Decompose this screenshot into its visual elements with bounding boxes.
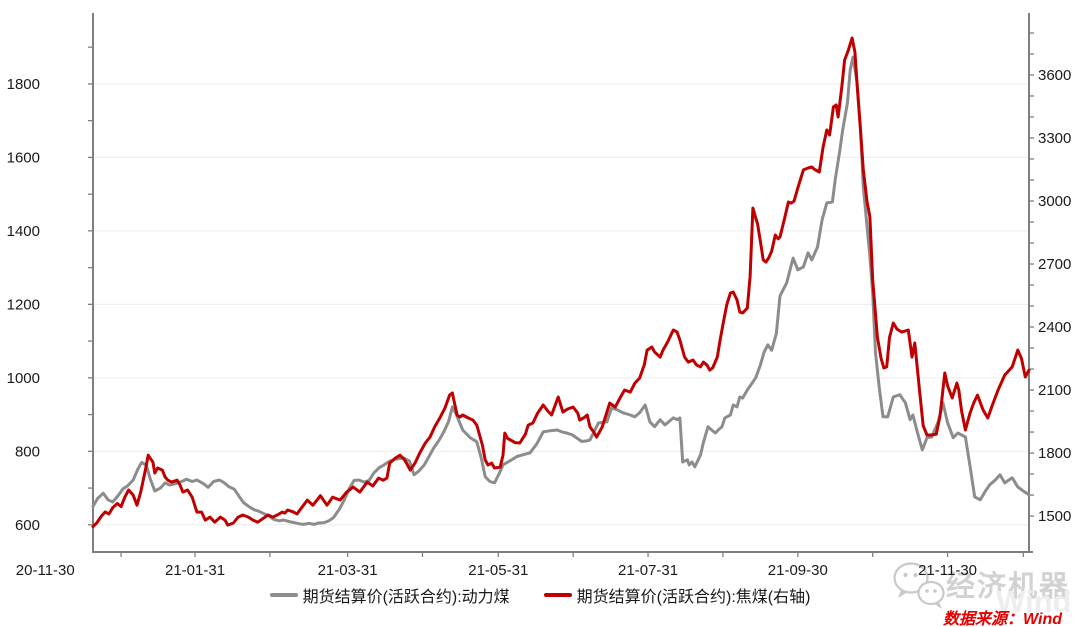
x-axis-label: 21-01-31: [165, 562, 225, 579]
thermal-coal-swatch-icon: [269, 593, 298, 597]
coking-coal-swatch-icon: [543, 593, 572, 597]
left-axis-label: 600: [15, 517, 40, 534]
right-axis-label: 2400: [1038, 319, 1071, 336]
watermark-brand-text: 经济机器: [946, 571, 1071, 603]
x-axis-label: 21-07-31: [618, 562, 678, 579]
x-axis-label: 21-03-31: [318, 562, 378, 579]
right-axis-label: 1500: [1038, 508, 1071, 525]
wechat-icon: [893, 562, 945, 609]
left-axis-label: 1400: [7, 223, 40, 240]
left-axis-label: 800: [15, 443, 40, 460]
right-axis-label: 2100: [1038, 382, 1071, 399]
left-axis-label: 1000: [7, 370, 40, 387]
left-axis-label: 1600: [7, 149, 40, 166]
right-axis-label: 2700: [1038, 256, 1071, 273]
x-axis-label: 20-11-30: [16, 562, 75, 579]
legend-item-coking-coal: 期货结算价(活跃合约):焦煤(右轴): [543, 583, 811, 607]
right-axis-label: 3600: [1038, 67, 1071, 84]
coking-coal-line: [91, 36, 1031, 529]
right-axis-label: 1800: [1038, 445, 1071, 462]
x-axis-label: 21-05-31: [468, 562, 528, 579]
chart-legend: 期货结算价(活跃合约):动力煤 期货结算价(活跃合约):焦煤(右轴): [0, 583, 1080, 607]
left-axis-label: 1200: [7, 296, 40, 313]
watermark-ghost-text: Wind: [996, 584, 1072, 619]
legend-item-thermal-coal: 期货结算价(活跃合约):动力煤: [269, 583, 510, 607]
right-axis-label: 3300: [1038, 130, 1071, 147]
right-axis-label: 3000: [1038, 193, 1071, 210]
x-axis-label: 21-11-30: [918, 562, 977, 579]
left-axis-label: 1800: [7, 76, 40, 93]
thermal-coal-line: [91, 55, 1031, 526]
legend-label: 期货结算价(活跃合约):动力煤: [302, 589, 510, 606]
x-axis-label: 21-09-30: [768, 562, 828, 579]
data-source-note: 数据来源：Wind: [943, 611, 1062, 627]
legend-label: 期货结算价(活跃合约):焦煤(右轴): [576, 589, 811, 606]
